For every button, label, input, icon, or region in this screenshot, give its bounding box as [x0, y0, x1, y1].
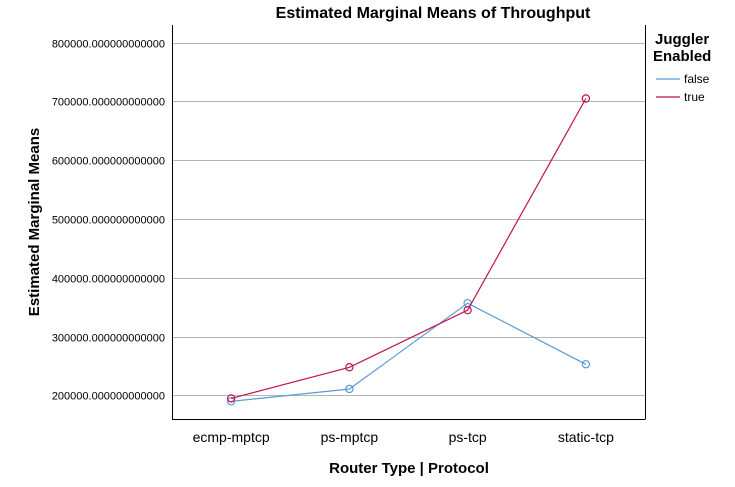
x-tick-label: ecmp-mptcp	[193, 429, 270, 445]
y-tick-label: 200000.000000000000	[52, 391, 165, 403]
y-tick-label: 700000.000000000000	[52, 97, 165, 109]
data-point-false	[345, 384, 354, 394]
y-tick-label: 400000.000000000000	[52, 274, 165, 286]
legend-items: false true	[656, 72, 710, 104]
series-true	[226, 94, 591, 403]
y-tick-label: 800000.000000000000	[52, 39, 165, 51]
legend: Juggler Enabled false true	[653, 31, 711, 104]
series-line-false	[231, 302, 587, 402]
chart-title: Estimated Marginal Means of Throughput	[276, 5, 591, 22]
legend-label-false: false	[684, 72, 710, 86]
series-line-true	[230, 98, 587, 399]
legend-title-line-2: Enabled	[653, 48, 711, 65]
x-tick-label: static-tcp	[558, 429, 614, 445]
legend-title-line-1: Juggler	[655, 31, 709, 48]
gridlines	[172, 43, 645, 396]
y-tick-labels: 200000.000000000000 300000.000000000000 40…	[52, 39, 165, 403]
x-tick-label: ps-mptcp	[321, 429, 379, 445]
y-tick-label: 600000.000000000000	[52, 156, 165, 168]
data-point-true	[463, 306, 472, 315]
y-tick-label: 500000.000000000000	[52, 215, 165, 227]
data-point-false	[581, 360, 591, 369]
series	[226, 94, 591, 406]
y-axis-title: Estimated Marginal Means	[26, 128, 43, 316]
series-false	[226, 298, 591, 406]
data-point-true	[581, 94, 591, 103]
data-point-false	[226, 397, 236, 406]
legend-label-true: true	[684, 90, 705, 104]
x-tick-labels: ecmp-mptcp ps-mptcp ps-tcp static-tcp	[193, 429, 614, 445]
data-point-true	[226, 394, 236, 403]
x-axis-title: Router Type | Protocol	[329, 460, 489, 477]
data-point-true	[345, 363, 354, 372]
x-tick-label: ps-tcp	[449, 429, 487, 445]
y-tick-label: 300000.000000000000	[52, 333, 165, 345]
